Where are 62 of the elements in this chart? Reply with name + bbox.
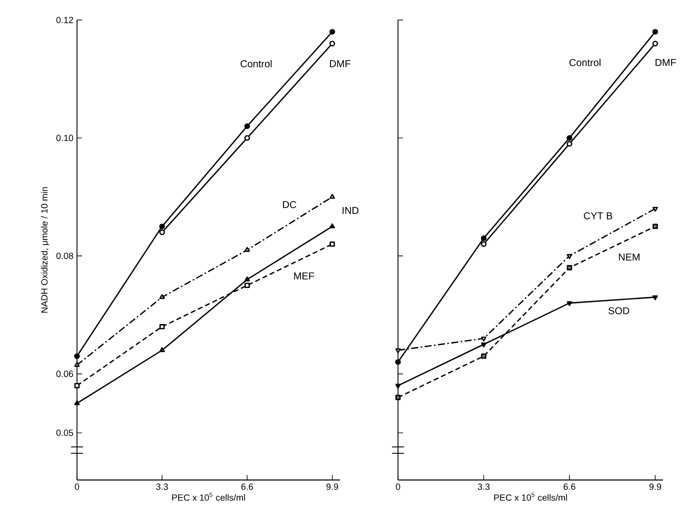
series-label: DMF: [656, 59, 676, 66]
point: [159, 347, 165, 352]
point: [652, 224, 658, 230]
point: [652, 295, 658, 300]
point: [244, 123, 250, 129]
point: [329, 40, 336, 46]
series-label: CYT B: [584, 212, 612, 220]
x-tick-label: 6.6: [241, 484, 254, 490]
y-tick-label: 0.12: [56, 16, 74, 24]
series-label: DMF: [330, 60, 350, 68]
series-label: IND: [342, 207, 358, 214]
y-tick-label: 0.08: [56, 252, 74, 260]
point: [566, 254, 572, 259]
point: [330, 194, 335, 199]
point: [395, 359, 401, 365]
point: [566, 301, 572, 306]
point: [330, 241, 335, 247]
y-axis-title: NADH Oxidized, μmole / 10 min: [40, 187, 50, 313]
point: [244, 135, 250, 141]
x-tick-label: 9.9: [649, 484, 662, 490]
point: [330, 223, 335, 228]
x-tick-label: 3.3: [156, 484, 168, 490]
point: [566, 141, 572, 147]
point: [566, 265, 572, 270]
point: [74, 383, 80, 388]
point: [159, 324, 165, 330]
point: [652, 206, 658, 212]
x-tick-label: 9.9: [326, 484, 338, 490]
text: Control: [570, 58, 600, 66]
point: [244, 246, 250, 252]
point: [74, 400, 80, 406]
point: [159, 294, 165, 300]
x-axis-title: PEC x 10$^{5}$ cells/ml: [172, 492, 245, 501]
x-tick-label: 0: [396, 484, 400, 490]
point: [652, 28, 658, 35]
x-tick-label: 0: [74, 484, 80, 490]
series-label: NEM: [618, 254, 640, 260]
point: [244, 276, 250, 282]
point: [159, 224, 165, 230]
y-tick-label: 0.05: [56, 430, 74, 436]
point: [481, 336, 486, 342]
point: [74, 353, 80, 359]
series-label: DC: [283, 201, 296, 208]
text: Control: [240, 60, 272, 68]
point: [652, 40, 658, 46]
x-axis-title: PEC x 10$^{5}$ cells/ml: [494, 492, 567, 501]
point: [480, 241, 487, 247]
point: [566, 135, 572, 141]
y-tick-label: 0.06: [56, 370, 74, 378]
series-label: SOD: [608, 307, 630, 314]
x-tick-label: 3.3: [478, 484, 490, 490]
point: [480, 235, 487, 242]
point: [395, 384, 401, 389]
point: [481, 354, 486, 359]
point: [481, 342, 486, 348]
series-label: MEF: [294, 272, 314, 280]
point: [244, 282, 250, 288]
y-tick-label: 0.10: [56, 134, 74, 142]
x-tick-label: 6.6: [564, 484, 576, 490]
point: [395, 394, 401, 400]
point: [159, 229, 165, 236]
point: [329, 28, 336, 35]
